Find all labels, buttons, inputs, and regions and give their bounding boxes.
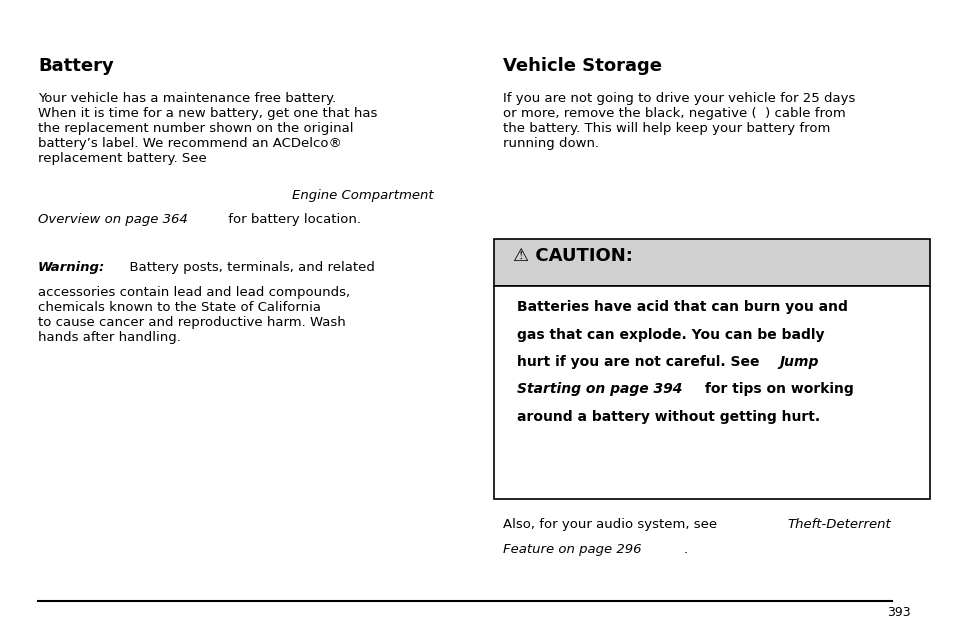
Text: gas that can explode. You can be badly: gas that can explode. You can be badly bbox=[517, 328, 824, 342]
Text: .: . bbox=[682, 543, 687, 555]
Text: around a battery without getting hurt.: around a battery without getting hurt. bbox=[517, 410, 820, 424]
Text: Your vehicle has a maintenance free battery.
When it is time for a new battery, : Your vehicle has a maintenance free batt… bbox=[38, 92, 377, 165]
Text: If you are not going to drive your vehicle for 25 days
or more, remove the black: If you are not going to drive your vehic… bbox=[502, 92, 855, 150]
FancyBboxPatch shape bbox=[493, 286, 929, 499]
Text: Overview on page 364: Overview on page 364 bbox=[38, 213, 188, 226]
FancyBboxPatch shape bbox=[493, 238, 929, 286]
Text: Jump: Jump bbox=[779, 355, 818, 369]
Text: Engine Compartment: Engine Compartment bbox=[292, 189, 434, 202]
Text: Warning:: Warning: bbox=[38, 261, 105, 274]
Text: Battery: Battery bbox=[38, 57, 113, 75]
Text: hurt if you are not careful. See: hurt if you are not careful. See bbox=[517, 355, 764, 369]
Text: Theft-Deterrent: Theft-Deterrent bbox=[787, 518, 891, 531]
Text: Battery posts, terminals, and related: Battery posts, terminals, and related bbox=[121, 261, 375, 274]
Text: Starting on page 394: Starting on page 394 bbox=[517, 382, 682, 396]
Text: Feature on page 296: Feature on page 296 bbox=[502, 543, 640, 555]
Text: Vehicle Storage: Vehicle Storage bbox=[502, 57, 661, 75]
Text: accessories contain lead and lead compounds,
chemicals known to the State of Cal: accessories contain lead and lead compou… bbox=[38, 286, 350, 343]
Text: for tips on working: for tips on working bbox=[699, 382, 852, 396]
Text: Also, for your audio system, see: Also, for your audio system, see bbox=[502, 518, 720, 531]
Text: Batteries have acid that can burn you and: Batteries have acid that can burn you an… bbox=[517, 300, 847, 314]
Text: 393: 393 bbox=[886, 606, 910, 619]
Text: ⚠ CAUTION:: ⚠ CAUTION: bbox=[512, 247, 632, 265]
Text: for battery location.: for battery location. bbox=[224, 213, 360, 226]
